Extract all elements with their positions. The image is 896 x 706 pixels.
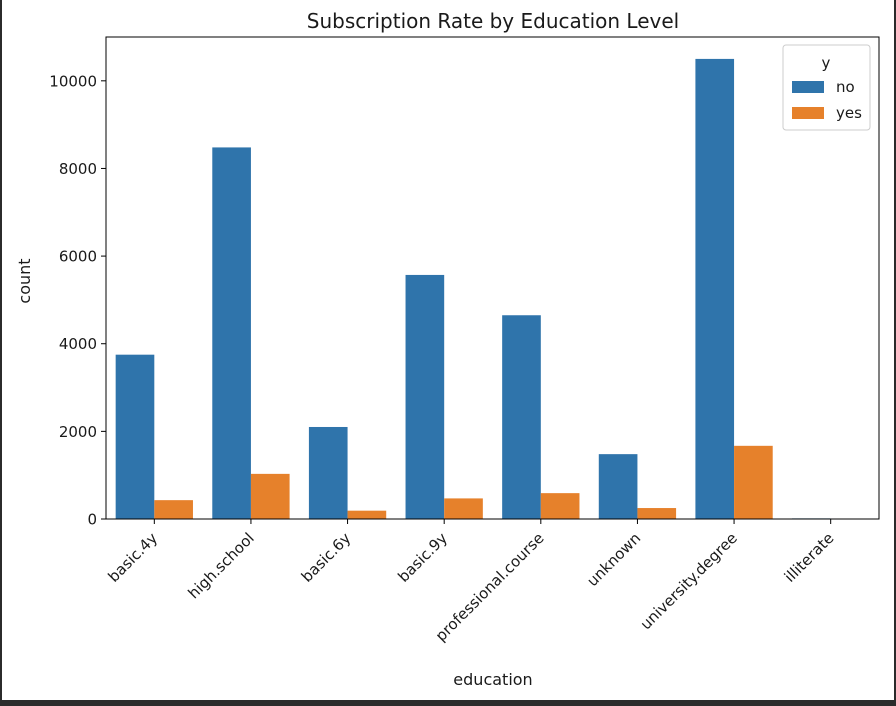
y-tick-label: 4000 [59, 335, 97, 353]
legend-swatch-yes [792, 107, 824, 119]
x-tick-label: high.school [185, 529, 258, 602]
y-tick-label: 6000 [59, 248, 97, 266]
legend-label-no: no [836, 78, 855, 96]
legend-swatch-no [792, 81, 824, 93]
x-tick-label: university.degree [637, 529, 741, 633]
bar-no-basic.6y [308, 426, 348, 519]
x-tick-label: basic.6y [298, 529, 355, 586]
bar-yes-basic.4y [154, 500, 193, 519]
axes-layer: 0 2000 4000 6000 8000 10000 basic.4y high.schoo… [49, 36, 880, 645]
y-axis-label: count [15, 258, 34, 303]
y-tick-label: 2000 [59, 423, 97, 441]
bar-yes-basic.9y [444, 498, 483, 519]
x-tick-label: basic.9y [394, 529, 451, 586]
legend-title: y [822, 54, 831, 72]
bars-layer [115, 58, 870, 520]
bar-no-unknown [598, 454, 638, 519]
y-tick-label: 10000 [49, 72, 97, 90]
bar-yes-high.school [250, 473, 290, 519]
bar-no-basic.9y [405, 274, 445, 519]
plot-frame [105, 36, 880, 520]
y-tick-label: 8000 [59, 160, 97, 178]
bar-no-university.degree [695, 58, 735, 520]
x-tick-label: professional.course [432, 529, 548, 645]
bar-no-professional.course [502, 315, 541, 519]
x-tick-label: illiterate [781, 529, 838, 586]
bar-yes-basic.6y [347, 510, 387, 519]
chart-title: Subscription Rate by Education Level [307, 9, 679, 33]
x-axis-label: education [453, 670, 532, 689]
bar-no-high.school [212, 147, 251, 519]
bar-no-basic.4y [115, 354, 155, 519]
x-tick-label: basic.4y [104, 529, 161, 586]
bar-yes-university.degree [734, 445, 773, 519]
y-tick-label: 0 [87, 511, 97, 529]
x-tick-label: unknown [583, 529, 644, 590]
bar-yes-professional.course [540, 493, 580, 519]
legend: yno yes [782, 44, 871, 131]
bar-yes-unknown [637, 508, 677, 519]
legend-label-yes: yes [836, 104, 862, 122]
